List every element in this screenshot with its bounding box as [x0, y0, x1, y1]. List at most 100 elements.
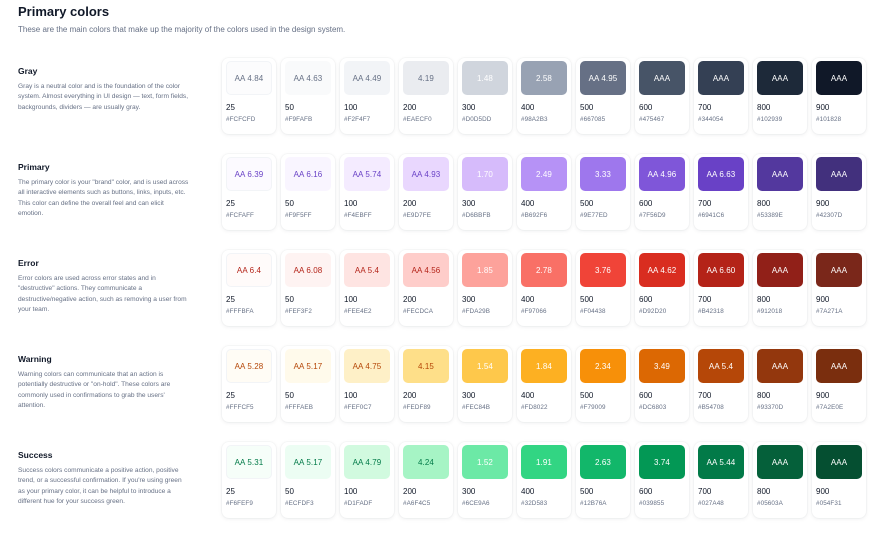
swatch-card-warning-50[interactable]: AA 5.17 50 #FFFAEB: [281, 346, 335, 422]
swatch-card-success-900[interactable]: AAA 900 #054F31: [812, 442, 866, 518]
swatch-card-success-400[interactable]: 1.91 400 #32D583: [517, 442, 571, 518]
swatch-hex: #7A2E0E: [816, 404, 844, 411]
swatch-step: 900: [816, 391, 830, 400]
color-chip: 1.52: [462, 445, 508, 479]
color-group-error: Error Error colors are used across error …: [0, 250, 876, 348]
color-chip: 1.54: [462, 349, 508, 383]
swatch-card-gray-800[interactable]: AAA 800 #102939: [753, 58, 807, 134]
swatch-card-primary-50[interactable]: AA 6.16 50 #F9F5FF: [281, 154, 335, 230]
swatch-hex: #101828: [816, 116, 842, 123]
color-chip: AA 4.75: [344, 349, 390, 383]
color-chip: AAA: [816, 445, 862, 479]
swatch-card-warning-100[interactable]: AA 4.75 100 #FEF0C7: [340, 346, 394, 422]
swatch-hex: #42307D: [816, 212, 843, 219]
swatch-card-gray-600[interactable]: AAA 600 #475467: [635, 58, 689, 134]
color-chip: AA 5.17: [285, 445, 331, 479]
swatch-step: 200: [403, 391, 417, 400]
swatch-card-success-700[interactable]: AA 5.44 700 #027A48: [694, 442, 748, 518]
color-chip: 3.76: [580, 253, 626, 287]
swatch-card-error-800[interactable]: AAA 800 #912018: [753, 250, 807, 326]
swatch-hex: #FEDF89: [403, 404, 431, 411]
swatch-card-error-50[interactable]: AA 6.08 50 #FEF3F2: [281, 250, 335, 326]
swatch-card-warning-400[interactable]: 1.84 400 #FD8022: [517, 346, 571, 422]
swatch-card-gray-900[interactable]: AAA 900 #101828: [812, 58, 866, 134]
swatch-card-error-700[interactable]: AA 6.60 700 #B42318: [694, 250, 748, 326]
swatch-step: 50: [285, 199, 294, 208]
swatch-step: 700: [698, 487, 712, 496]
group-name: Warning: [18, 354, 52, 364]
swatch-card-success-800[interactable]: AAA 800 #05603A: [753, 442, 807, 518]
swatch-card-gray-400[interactable]: 2.58 400 #98A2B3: [517, 58, 571, 134]
swatch-step: 500: [580, 391, 594, 400]
swatch-hex: #9E77ED: [580, 212, 608, 219]
color-chip: 2.34: [580, 349, 626, 383]
swatch-card-error-300[interactable]: 1.85 300 #FDA29B: [458, 250, 512, 326]
color-chip: AA 6.63: [698, 157, 744, 191]
swatch-card-warning-700[interactable]: AA 5.4 700 #B54708: [694, 346, 748, 422]
group-name: Error: [18, 258, 39, 268]
swatch-card-primary-25[interactable]: AA 6.39 25 #FCFAFF: [222, 154, 276, 230]
swatch-card-gray-700[interactable]: AAA 700 #344054: [694, 58, 748, 134]
swatch-card-warning-25[interactable]: AA 5.28 25 #FFFCF5: [222, 346, 276, 422]
swatch-card-primary-900[interactable]: AAA 900 #42307D: [812, 154, 866, 230]
swatch-hex: #B42318: [698, 308, 724, 315]
swatch-step: 400: [521, 487, 535, 496]
swatch-card-success-300[interactable]: 1.52 300 #6CE9A6: [458, 442, 512, 518]
color-chip: AA 5.28: [226, 349, 272, 383]
color-chip: AAA: [639, 61, 685, 95]
swatch-card-gray-25[interactable]: AA 4.84 25 #FCFCFD: [222, 58, 276, 134]
color-chip: 2.49: [521, 157, 567, 191]
swatch-card-warning-300[interactable]: 1.54 300 #FEC84B: [458, 346, 512, 422]
swatch-hex: #FEE4E2: [344, 308, 372, 315]
swatch-card-warning-200[interactable]: 4.15 200 #FEDF89: [399, 346, 453, 422]
swatch-card-success-600[interactable]: 3.74 600 #039855: [635, 442, 689, 518]
swatch-hex: #EAECF0: [403, 116, 432, 123]
swatch-card-primary-600[interactable]: AA 4.96 600 #7F56D9: [635, 154, 689, 230]
swatch-card-error-600[interactable]: AA 4.62 600 #D92D20: [635, 250, 689, 326]
swatch-card-warning-900[interactable]: AAA 900 #7A2E0E: [812, 346, 866, 422]
swatch-card-error-100[interactable]: AA 5.4 100 #FEE4E2: [340, 250, 394, 326]
color-chip: AA 4.93: [403, 157, 449, 191]
group-name: Success: [18, 450, 53, 460]
swatch-card-success-25[interactable]: AA 5.31 25 #F6FEF9: [222, 442, 276, 518]
swatch-step: 700: [698, 199, 712, 208]
swatch-step: 400: [521, 103, 535, 112]
swatch-card-success-100[interactable]: AA 4.79 100 #D1FADF: [340, 442, 394, 518]
swatch-card-error-900[interactable]: AAA 900 #7A271A: [812, 250, 866, 326]
swatch-card-primary-300[interactable]: 1.70 300 #D6BBFB: [458, 154, 512, 230]
swatch-card-error-25[interactable]: AA 6.4 25 #FFFBFA: [222, 250, 276, 326]
swatch-card-gray-100[interactable]: AA 4.49 100 #F2F4F7: [340, 58, 394, 134]
swatch-card-primary-100[interactable]: AA 5.74 100 #F4EBFF: [340, 154, 394, 230]
color-chip: 3.74: [639, 445, 685, 479]
swatch-card-primary-500[interactable]: 3.33 500 #9E77ED: [576, 154, 630, 230]
swatch-hex: #98A2B3: [521, 116, 548, 123]
swatch-card-primary-200[interactable]: AA 4.93 200 #E9D7FE: [399, 154, 453, 230]
swatch-step: 300: [462, 295, 476, 304]
color-chip: AA 6.39: [226, 157, 272, 191]
swatch-card-gray-300[interactable]: 1.48 300 #D0D5DD: [458, 58, 512, 134]
group-info: Warning Warning colors can communicate th…: [18, 354, 190, 411]
swatch-card-error-200[interactable]: AA 4.56 200 #FECDCA: [399, 250, 453, 326]
swatch-step: 25: [226, 487, 235, 496]
swatch-hex: #FCFCFD: [226, 116, 256, 123]
color-chip: AA 6.08: [285, 253, 331, 287]
swatch-card-warning-500[interactable]: 2.34 500 #F79009: [576, 346, 630, 422]
swatch-card-success-50[interactable]: AA 5.17 50 #ECFDF3: [281, 442, 335, 518]
swatch-step: 300: [462, 391, 476, 400]
swatch-card-error-500[interactable]: 3.76 500 #F04438: [576, 250, 630, 326]
swatch-card-primary-700[interactable]: AA 6.63 700 #6941C6: [694, 154, 748, 230]
swatch-card-gray-200[interactable]: 4.19 200 #EAECF0: [399, 58, 453, 134]
color-chip: AA 5.4: [344, 253, 390, 287]
swatch-card-primary-400[interactable]: 2.49 400 #B692F6: [517, 154, 571, 230]
swatch-card-warning-600[interactable]: 3.49 600 #DC6803: [635, 346, 689, 422]
swatch-card-error-400[interactable]: 2.78 400 #F97066: [517, 250, 571, 326]
color-chip: AA 4.49: [344, 61, 390, 95]
swatch-card-primary-800[interactable]: AAA 800 #53389E: [753, 154, 807, 230]
swatch-card-success-500[interactable]: 2.63 500 #12B76A: [576, 442, 630, 518]
swatch-card-success-200[interactable]: 4.24 200 #A6F4C5: [399, 442, 453, 518]
swatch-card-warning-800[interactable]: AAA 800 #93370D: [753, 346, 807, 422]
swatch-hex: #F6FEF9: [226, 500, 253, 507]
swatch-card-gray-50[interactable]: AA 4.63 50 #F9FAFB: [281, 58, 335, 134]
color-chip: AA 5.74: [344, 157, 390, 191]
swatch-card-gray-500[interactable]: AA 4.95 500 #667085: [576, 58, 630, 134]
